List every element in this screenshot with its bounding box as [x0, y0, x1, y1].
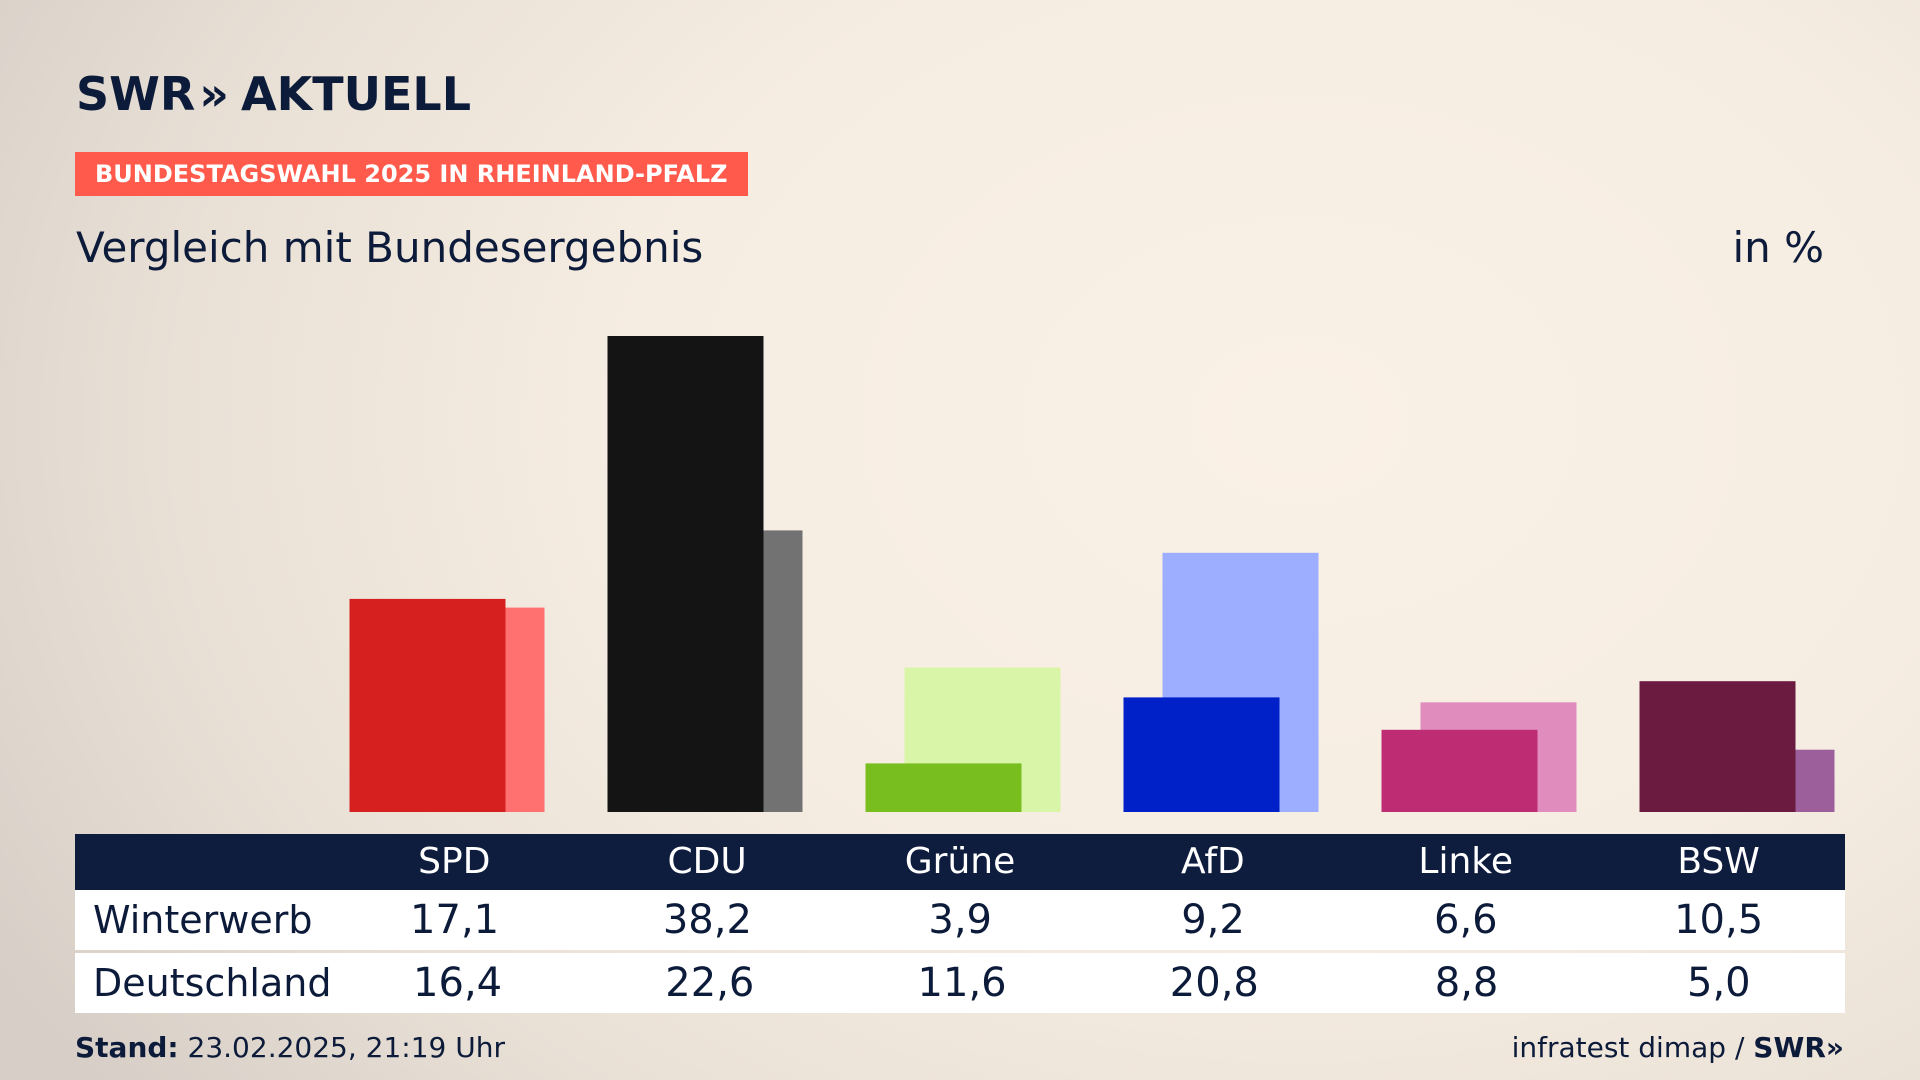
table-header: SPD CDU Grüne AfD Linke BSW — [75, 834, 1845, 890]
results-table: SPD CDU Grüne AfD Linke BSW Winterwerb 1… — [75, 834, 1845, 1013]
election-tag: BUNDESTAGSWAHL 2025 IN RHEINLAND-PFALZ — [75, 152, 748, 196]
stand-value: 23.02.2025, 21:19 Uhr — [187, 1031, 505, 1064]
bar-winterwerb-afd — [1123, 697, 1280, 812]
value-deutschland-linke: 8,8 — [1434, 960, 1499, 1006]
row-label-winterwerb: Winterwerb — [93, 898, 313, 942]
bar-winterwerb-linke — [1381, 729, 1538, 812]
swr-mini-logo: SWR» — [1753, 1031, 1844, 1064]
header-cdu: CDU — [667, 841, 747, 882]
header-linke: Linke — [1418, 841, 1514, 882]
bar-winterwerb-bsw — [1639, 681, 1796, 812]
value-winterwerb-cdu: 38,2 — [662, 897, 752, 943]
header-spacer — [75, 834, 328, 890]
swr-aktuell-logo: SWR» AKTUELL — [76, 64, 471, 124]
logo-aktuell: AKTUELL — [241, 67, 472, 121]
unit-label: in % — [1732, 223, 1824, 272]
bar-winterwerb-cdu — [607, 336, 764, 812]
chart-subtitle: Vergleich mit Bundesergebnis — [76, 223, 704, 272]
value-deutschland-gruene: 11,6 — [917, 960, 1007, 1006]
stand-label: Stand: — [75, 1031, 179, 1064]
logo-swr: SWR — [76, 67, 196, 121]
header-spd: SPD — [418, 841, 491, 882]
footer-stand: Stand: 23.02.2025, 21:19 Uhr — [75, 1030, 505, 1066]
value-winterwerb-afd: 9,2 — [1181, 897, 1245, 943]
header-afd: AfD — [1180, 841, 1245, 882]
value-deutschland-afd: 20,8 — [1169, 960, 1259, 1006]
value-deutschland-spd: 16,4 — [413, 960, 503, 1006]
header-gruene: Grüne — [904, 841, 1016, 882]
footer-source: infratest dimap / SWR» — [1512, 1030, 1844, 1066]
value-deutschland-cdu: 22,6 — [665, 960, 755, 1006]
value-winterwerb-gruene: 3,9 — [928, 897, 993, 943]
table-row-deutschland: Deutschland 16,4 22,6 11,6 20,8 8,8 5,0 — [75, 953, 1845, 1013]
table-row-winterwerb: Winterwerb 17,1 38,2 3,9 9,2 6,6 10,5 — [75, 890, 1845, 950]
value-deutschland-bsw: 5,0 — [1687, 960, 1751, 1006]
header-bsw: BSW — [1677, 841, 1760, 882]
value-winterwerb-linke: 6,6 — [1434, 897, 1498, 943]
value-winterwerb-bsw: 10,5 — [1674, 897, 1764, 943]
source-text: infratest dimap / — [1511, 1031, 1745, 1064]
bar-winterwerb-gruene — [865, 763, 1022, 812]
value-winterwerb-spd: 17,1 — [410, 897, 500, 943]
row-label-deutschland: Deutschland — [93, 961, 332, 1005]
bar-winterwerb-spd — [349, 598, 506, 812]
